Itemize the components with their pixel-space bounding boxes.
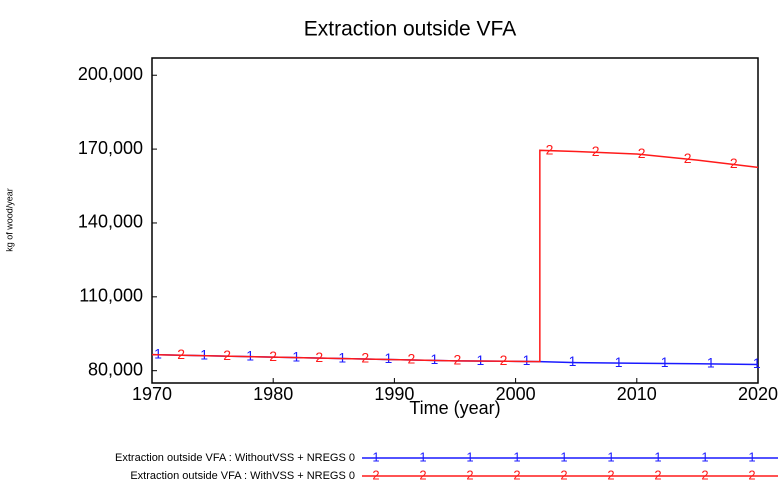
plot-frame: [151, 57, 759, 384]
legend-marker: 2: [701, 467, 708, 482]
legend-marker: 1: [748, 449, 755, 464]
series-marker: 1: [200, 346, 208, 362]
legend-marker: 2: [419, 467, 426, 482]
series-marker: 1: [707, 355, 715, 371]
series-marker: 2: [223, 347, 231, 363]
series-marker: 1: [384, 350, 392, 366]
series-marker: 1: [430, 351, 438, 367]
series-marker: 1: [753, 355, 761, 371]
y-tick-label: 80,000: [88, 359, 143, 379]
series-marker: 1: [569, 353, 577, 369]
y-tick-label: 170,000: [78, 138, 143, 158]
series-marker: 2: [592, 143, 600, 159]
x-tick-label: 1980: [253, 384, 293, 404]
legend-label: Extraction outside VFA : WithVSS + NREGS…: [130, 470, 355, 482]
legend-marker: 2: [654, 467, 661, 482]
legend-marker: 1: [560, 449, 567, 464]
series-marker: 2: [269, 348, 277, 364]
series-line: [151, 149, 759, 363]
series-marker: 2: [500, 352, 508, 368]
legend-marker: 1: [654, 449, 661, 464]
x-axis-label: Time (year): [409, 398, 500, 418]
legend-marker: 1: [419, 449, 426, 464]
series-marker: 2: [407, 351, 415, 367]
series-marker: 2: [361, 350, 369, 366]
series-marker: 1: [338, 349, 346, 365]
y-tick-label: 140,000: [78, 212, 143, 232]
legend-marker: 2: [466, 467, 473, 482]
chart-title: Extraction outside VFA: [304, 18, 516, 41]
legend-marker: 1: [607, 449, 614, 464]
legend-label: Extraction outside VFA : WithoutVSS + NR…: [115, 452, 355, 464]
series-marker: 2: [177, 346, 185, 362]
legend-marker: 2: [607, 467, 614, 482]
y-tick-label: 110,000: [79, 286, 143, 306]
series-marker: 2: [454, 352, 462, 368]
x-tick-label: 2000: [496, 384, 536, 404]
x-tick-label: 1990: [374, 384, 414, 404]
series-marker: 1: [477, 352, 485, 368]
series-marker: 2: [684, 150, 692, 166]
series-marker: 1: [292, 348, 300, 364]
series-marker: 1: [661, 354, 669, 370]
legend-marker: 1: [466, 449, 473, 464]
series-marker: 1: [523, 352, 531, 368]
legend-marker: 1: [701, 449, 708, 464]
series-marker: 1: [246, 347, 254, 363]
y-axis-label: kg of wood/year: [4, 188, 14, 252]
series-marker: 1: [615, 354, 623, 370]
legend-marker: 2: [372, 467, 379, 482]
legend-marker: 2: [513, 467, 520, 482]
x-tick-label: 2020: [738, 384, 778, 404]
legend-marker: 2: [560, 467, 567, 482]
x-tick-label: 2010: [617, 384, 657, 404]
series-marker: 2: [315, 349, 323, 365]
legend-marker: 1: [513, 449, 520, 464]
series-marker: 1: [154, 346, 162, 362]
legend-marker: 2: [748, 467, 755, 482]
series-marker: 2: [638, 145, 646, 161]
x-tick-label: 1970: [132, 384, 172, 404]
legend-marker: 1: [372, 449, 379, 464]
series-marker: 2: [546, 141, 554, 157]
series-marker: 2: [730, 155, 738, 171]
y-tick-label: 200,000: [78, 64, 143, 84]
